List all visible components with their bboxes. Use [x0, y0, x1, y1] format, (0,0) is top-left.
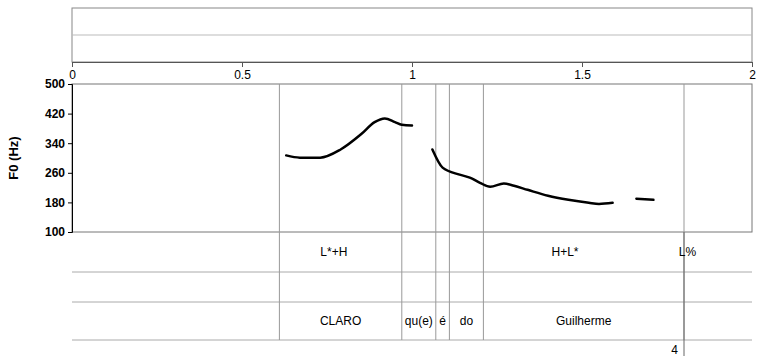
- y-tick-mark: [68, 143, 72, 144]
- x-tick-label: 1.5: [574, 68, 591, 82]
- tier-line: [72, 340, 752, 341]
- x-tick-mark: [582, 62, 583, 67]
- x-tick: 0: [69, 62, 76, 82]
- y-axis-title: F0 (Hz): [6, 136, 21, 179]
- x-axis-line: [73, 63, 753, 68]
- word-boundary: [401, 84, 402, 340]
- x-tick: 0.5: [234, 62, 251, 82]
- x-tick: 2: [749, 62, 756, 82]
- y-axis-line: [68, 85, 73, 233]
- y-tick-mark: [68, 114, 72, 115]
- x-axis: 0 0.5 1 1.5 2: [69, 62, 756, 82]
- x-tick-label: 0.5: [234, 68, 251, 82]
- y-tick: 420: [45, 107, 72, 121]
- f0-line: [286, 118, 653, 203]
- y-tick: 340: [45, 137, 72, 151]
- word-boundary: [449, 84, 450, 340]
- tier-line: [72, 272, 752, 273]
- tone-label: L*+H: [320, 245, 347, 259]
- break-index-label: 4: [671, 343, 678, 357]
- y-tick-label: 340: [45, 137, 65, 151]
- y-tick: 180: [45, 196, 72, 210]
- x-tick-label: 1: [409, 68, 416, 82]
- x-tick: 1: [409, 62, 416, 82]
- y-axis: 500 420 340 260 180 100: [45, 77, 73, 239]
- x-tick-mark: [242, 62, 243, 67]
- y-tick-mark: [68, 202, 72, 203]
- y-tick: 100: [45, 225, 72, 239]
- y-tick-mark: [68, 173, 72, 174]
- word-label: é: [439, 314, 446, 328]
- y-tick-label: 500: [45, 77, 65, 91]
- word-boundary: [435, 84, 436, 340]
- y-tick-label: 420: [45, 107, 65, 121]
- waveform-frame: [72, 8, 752, 62]
- word-label: CLARO: [320, 314, 361, 328]
- tone-label: H+L*: [551, 245, 578, 259]
- y-tick-mark: [68, 84, 72, 85]
- word-label: Guilherme: [556, 314, 612, 328]
- y-tick-mark: [68, 232, 72, 233]
- x-tick-mark: [412, 62, 413, 67]
- y-tick-label: 180: [45, 196, 65, 210]
- tone-label: L%: [679, 245, 697, 259]
- x-tick-mark: [72, 62, 73, 67]
- word-label: do: [460, 314, 474, 328]
- word-label: qu(e): [405, 314, 433, 328]
- x-tick-mark: [752, 62, 753, 67]
- chart: 0 0.5 1 1.5 2 500 420 340 260 180 100 F0 (Hz) L*+H H+…: [0, 0, 764, 360]
- y-tick-label: 100: [45, 225, 65, 239]
- waveform-baseline: [72, 35, 752, 36]
- y-tick: 500: [45, 77, 72, 91]
- x-tick: 1.5: [574, 62, 591, 82]
- x-tick-label: 2: [749, 68, 756, 82]
- tier-line: [72, 302, 752, 303]
- y-tick-label: 260: [45, 166, 65, 180]
- word-boundary: [279, 84, 280, 340]
- y-tick: 260: [45, 166, 72, 180]
- x-tick-label: 0: [69, 68, 76, 82]
- word-boundary: [483, 84, 484, 340]
- plot-area: [286, 118, 653, 203]
- plot-frame: [72, 84, 752, 232]
